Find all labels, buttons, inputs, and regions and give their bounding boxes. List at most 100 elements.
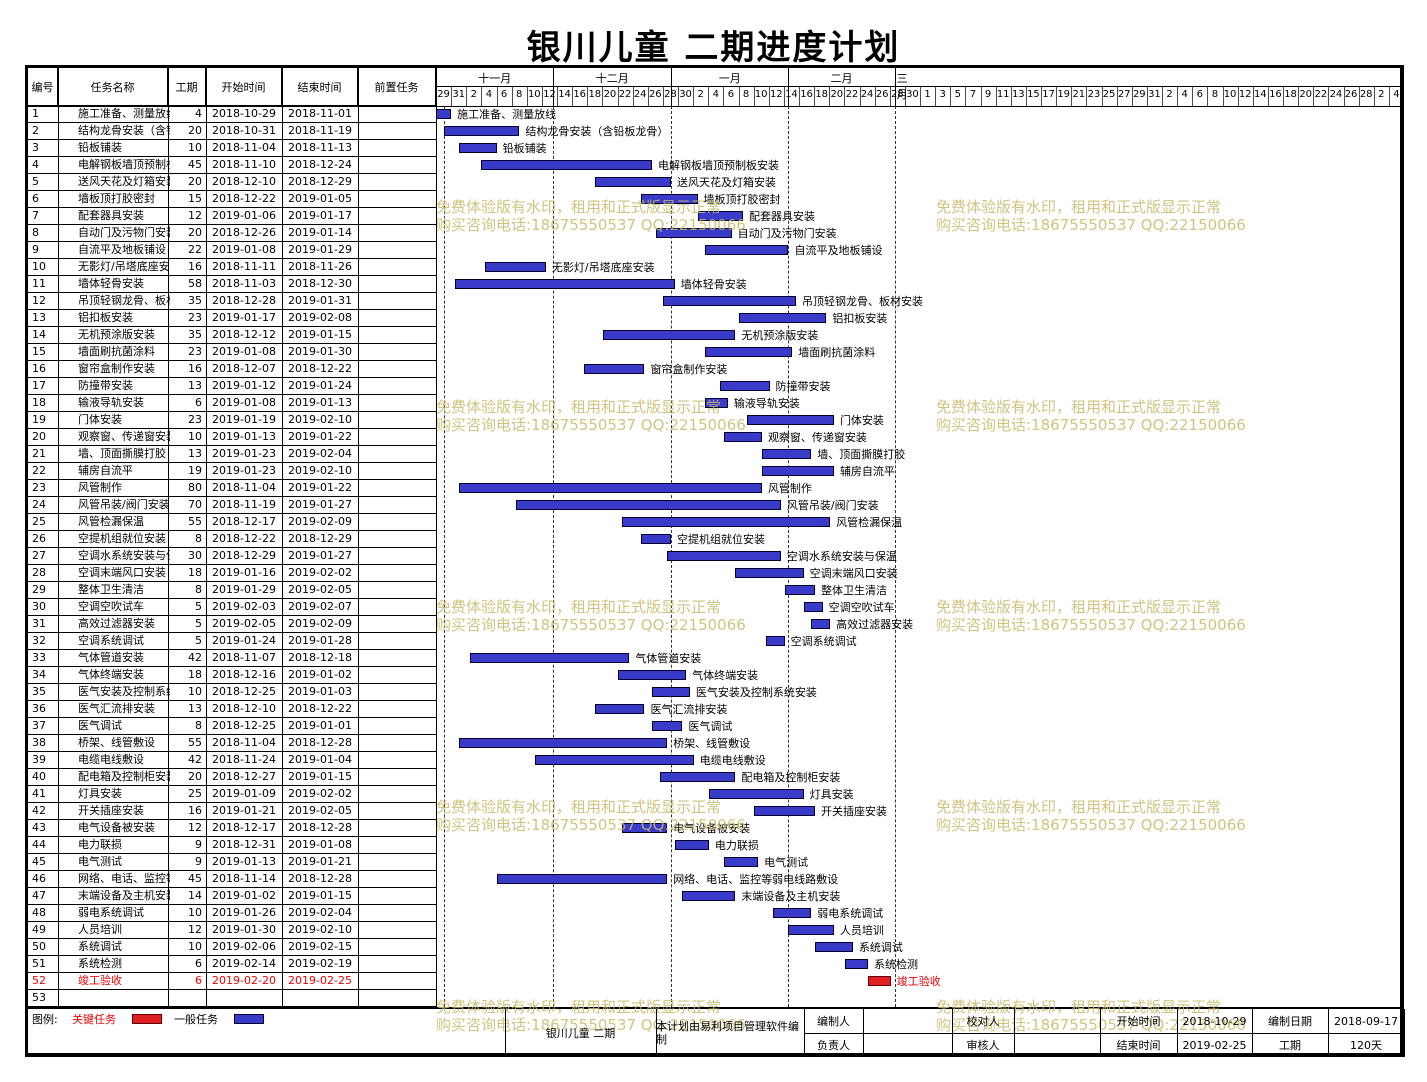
task-name[interactable]: 医气汇流排安装 xyxy=(78,702,155,715)
task-bar[interactable] xyxy=(458,143,497,153)
task-bar[interactable] xyxy=(454,279,675,289)
task-bar[interactable] xyxy=(640,534,671,544)
task-name[interactable] xyxy=(78,990,170,1007)
task-name[interactable]: 气体管道安装 xyxy=(78,651,144,664)
task-bar[interactable] xyxy=(724,432,762,442)
task-bar[interactable] xyxy=(659,772,736,782)
task-name[interactable]: 施工准备、测量放线 xyxy=(78,107,170,120)
task-bar[interactable] xyxy=(705,245,789,255)
task-name[interactable]: 墙面刷抗菌涂料 xyxy=(78,345,155,358)
task-bar[interactable] xyxy=(720,381,770,391)
task-name[interactable]: 防撞带安装 xyxy=(78,379,133,392)
task-bar[interactable] xyxy=(583,364,645,374)
task-name[interactable]: 竣工验收 xyxy=(78,974,122,987)
task-name[interactable]: 医气安装及控制系统安装 xyxy=(78,685,170,698)
task-name[interactable]: 空调末端风口安装 xyxy=(78,566,166,579)
task-name[interactable]: 无机预涂版安装 xyxy=(78,328,155,341)
task-bar[interactable] xyxy=(652,687,690,697)
task-name[interactable]: 风管检漏保温 xyxy=(78,515,144,528)
task-bar[interactable] xyxy=(481,160,653,170)
task-bar[interactable] xyxy=(485,262,546,272)
task-bar[interactable] xyxy=(746,415,834,425)
task-bar[interactable] xyxy=(815,942,853,952)
task-name[interactable]: 气体终端安装 xyxy=(78,668,144,681)
task-name[interactable]: 空调空吹试车 xyxy=(78,600,144,613)
task-name[interactable]: 门体安装 xyxy=(78,413,122,426)
task-name[interactable]: 吊顶轻钢龙骨、板材安装 xyxy=(78,294,170,307)
task-bar[interactable] xyxy=(436,109,452,119)
task-name[interactable]: 自流平及地板铺设 xyxy=(78,243,166,256)
task-name[interactable]: 窗帘盒制作安装 xyxy=(78,362,155,375)
task-name[interactable]: 空调系统调试 xyxy=(78,634,144,647)
task-name[interactable]: 开关插座安装 xyxy=(78,804,144,817)
task-name[interactable]: 配套器具安装 xyxy=(78,209,144,222)
task-bar[interactable] xyxy=(705,398,728,408)
task-name[interactable]: 铅板铺装 xyxy=(78,141,122,154)
task-bar[interactable] xyxy=(674,840,709,850)
task-bar[interactable] xyxy=(803,602,823,612)
task-name[interactable]: 高效过滤器安装 xyxy=(78,617,155,630)
task-bar[interactable] xyxy=(621,823,668,833)
task-name[interactable]: 电缆电线敷设 xyxy=(78,753,144,766)
task-name[interactable]: 空提机组就位安装 xyxy=(78,532,166,545)
task-bar[interactable] xyxy=(788,925,834,935)
task-bar[interactable] xyxy=(515,500,781,510)
task-name[interactable]: 系统调试 xyxy=(78,940,122,953)
task-bar[interactable] xyxy=(773,908,812,918)
task-bar[interactable] xyxy=(617,670,687,680)
task-bar[interactable] xyxy=(443,126,520,136)
task-bar[interactable] xyxy=(784,585,815,595)
task-name[interactable]: 自动门及污物门安装 xyxy=(78,226,170,239)
task-name[interactable]: 墙、顶面撕膜打胶 xyxy=(78,447,166,460)
task-name[interactable]: 无影灯/吊塔底座安装 xyxy=(78,260,170,273)
task-name[interactable]: 电解钢板墙顶预制板安装 xyxy=(78,158,170,171)
task-bar[interactable] xyxy=(534,755,694,765)
task-name[interactable]: 桥架、线管敷设 xyxy=(78,736,155,749)
task-bar[interactable] xyxy=(697,211,743,221)
task-name[interactable]: 辅房自流平 xyxy=(78,464,133,477)
task-name[interactable]: 弱电系统调试 xyxy=(78,906,144,919)
task-name[interactable]: 电力联损 xyxy=(78,838,122,851)
task-name[interactable]: 空调水系统安装与保温 xyxy=(78,549,170,562)
task-bar[interactable] xyxy=(724,857,759,867)
task-name[interactable]: 电气测试 xyxy=(78,855,122,868)
task-name[interactable]: 墙体轻骨安装 xyxy=(78,277,144,290)
task-bar[interactable] xyxy=(761,449,812,459)
task-bar[interactable] xyxy=(739,313,827,323)
task-bar[interactable] xyxy=(845,959,869,969)
task-name[interactable]: 输液导轨安装 xyxy=(78,396,144,409)
task-name[interactable]: 结构龙骨安装（含铅板龙骨） xyxy=(78,124,170,137)
task-name[interactable]: 人员培训 xyxy=(78,923,122,936)
task-bar[interactable] xyxy=(705,347,793,357)
task-name[interactable]: 墙板顶打胶密封 xyxy=(78,192,155,205)
task-name[interactable]: 送风天花及灯箱安装 xyxy=(78,175,170,188)
task-bar[interactable] xyxy=(761,466,834,476)
task-bar[interactable] xyxy=(708,789,804,799)
task-name[interactable]: 灯具安装 xyxy=(78,787,122,800)
task-name[interactable]: 网络、电话、监控等弱电线路敷设 xyxy=(78,872,170,885)
task-name[interactable]: 末端设备及主机安装 xyxy=(78,889,170,902)
task-name[interactable]: 电气设备被安装 xyxy=(78,821,155,834)
task-name[interactable]: 风管制作 xyxy=(78,481,122,494)
task-bar[interactable] xyxy=(652,721,683,731)
task-name[interactable]: 配电箱及控制柜安装 xyxy=(78,770,170,783)
task-bar[interactable] xyxy=(621,517,831,527)
task-bar[interactable] xyxy=(458,483,762,493)
task-name[interactable]: 医气调试 xyxy=(78,719,122,732)
task-bar[interactable] xyxy=(595,177,671,187)
task-bar[interactable] xyxy=(640,194,698,204)
task-bar[interactable] xyxy=(458,738,668,748)
task-bar[interactable] xyxy=(595,704,645,714)
task-bar[interactable] xyxy=(682,891,736,901)
task-bar[interactable] xyxy=(663,296,797,306)
task-bar[interactable] xyxy=(765,636,785,646)
task-bar[interactable] xyxy=(655,228,732,238)
task-bar[interactable] xyxy=(470,653,630,663)
task-bar[interactable] xyxy=(496,874,668,884)
task-name[interactable]: 整体卫生清洁 xyxy=(78,583,144,596)
task-name[interactable]: 系统检测 xyxy=(78,957,122,970)
task-bar[interactable] xyxy=(754,806,815,816)
task-name[interactable]: 风管吊装/阀门安装 xyxy=(78,498,170,511)
task-name[interactable]: 观察窗、传递窗安装 xyxy=(78,430,170,443)
task-bar[interactable] xyxy=(735,568,804,578)
